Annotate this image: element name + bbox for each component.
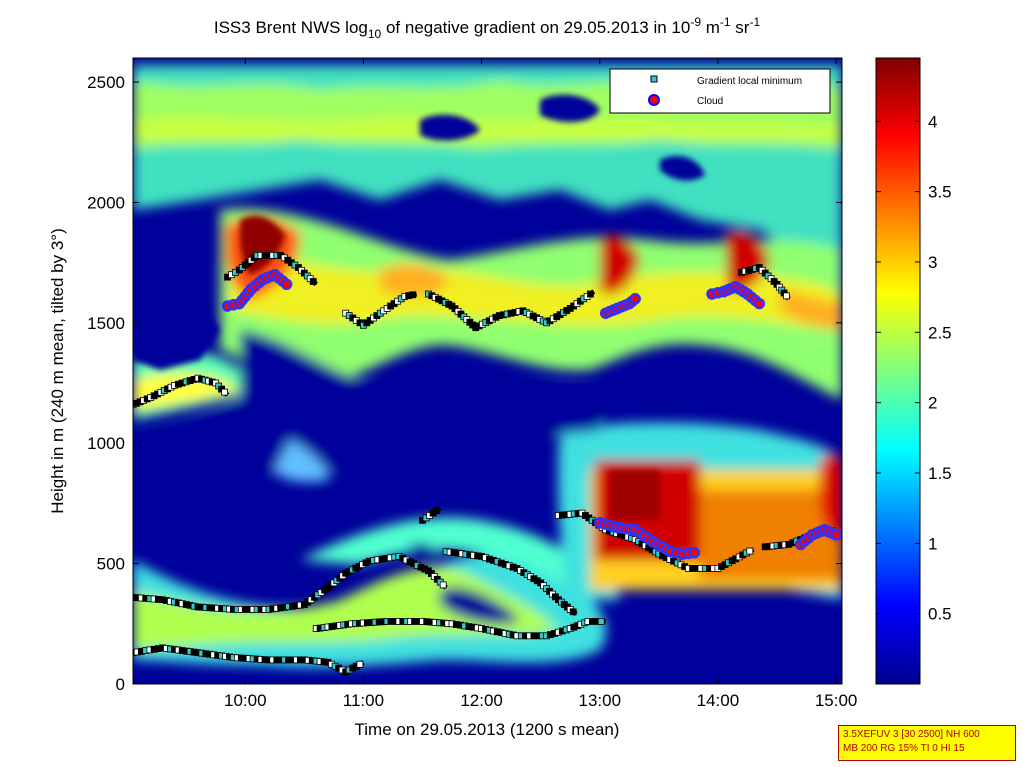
x-tick-label-3: 13:00 bbox=[578, 691, 621, 710]
colorbar-tick-label-0: 0.5 bbox=[928, 605, 952, 624]
cloud-marker bbox=[629, 293, 641, 305]
x-tick-label-2: 12:00 bbox=[460, 691, 503, 710]
y-tick-label-5: 2500 bbox=[87, 73, 125, 92]
chart-title: ISS3 Brent NWS log10 of negative gradien… bbox=[214, 15, 761, 41]
min-marker bbox=[597, 618, 605, 625]
y-tick-label-2: 1000 bbox=[87, 434, 125, 453]
min-marker bbox=[783, 292, 790, 300]
x-tick-label-4: 14:00 bbox=[697, 691, 740, 710]
x-axis: 10:00 11:00 12:00 13:00 14:00 15:00 bbox=[224, 58, 857, 710]
colorbar-tick-label-4: 2.5 bbox=[928, 323, 952, 342]
info-line-1: 3.5XEFUV 3 [30 2500] NH 600 bbox=[843, 729, 980, 740]
x-axis-label: Time on 29.05.2013 (1200 s mean) bbox=[355, 720, 620, 739]
min-marker bbox=[569, 608, 577, 616]
x-tick-label-1: 11:00 bbox=[343, 691, 384, 710]
y-tick-label-0: 0 bbox=[116, 675, 125, 694]
legend: Gradient local minimum Cloud bbox=[609, 68, 831, 114]
y-axis: 0 500 1000 1500 2000 2500 bbox=[87, 73, 842, 694]
min-marker bbox=[746, 547, 754, 555]
x-tick-label-5: 15:00 bbox=[815, 691, 858, 710]
heatmap bbox=[133, 58, 842, 684]
cloud-marker bbox=[830, 528, 842, 541]
legend-label-cloud: Cloud bbox=[697, 96, 723, 107]
cloud-markers bbox=[221, 268, 842, 560]
colorbar-tick-label-7: 4 bbox=[928, 112, 937, 131]
colorbar-tick-label-3: 2 bbox=[928, 394, 937, 413]
cloud-marker bbox=[688, 547, 701, 559]
x-tick-label-0: 10:00 bbox=[224, 691, 267, 710]
y-tick-label-4: 2000 bbox=[87, 193, 125, 212]
plot-frame bbox=[132, 57, 843, 685]
y-tick-label-3: 1500 bbox=[87, 314, 125, 333]
min-marker bbox=[433, 507, 441, 515]
colorbar-tick-label-1: 1 bbox=[928, 534, 937, 553]
cloud-marker bbox=[753, 297, 766, 310]
gradient-minimum-markers bbox=[133, 251, 837, 676]
y-tick-label-1: 500 bbox=[97, 555, 125, 574]
colorbar-tick-label-5: 3 bbox=[928, 253, 937, 272]
legend-circle-marker bbox=[648, 94, 660, 106]
info-line-2: MB 200 RG 15% TI 0 HI 15 bbox=[843, 743, 965, 754]
colorbar bbox=[875, 57, 921, 685]
min-marker bbox=[439, 581, 447, 589]
min-marker bbox=[587, 290, 594, 298]
y-axis-label: Height in m (240 m mean, tilted by 3°) bbox=[48, 228, 67, 514]
info-box: 3.5XEFUV 3 [30 2500] NH 600 MB 200 RG 15… bbox=[838, 725, 1016, 761]
min-marker bbox=[356, 660, 364, 668]
colorbar-ticks: 0.5 1 1.5 2 2.5 3 3.5 4 bbox=[876, 112, 952, 624]
cloud-marker bbox=[280, 278, 293, 291]
colorbar-tick-label-6: 3.5 bbox=[928, 183, 952, 202]
min-marker bbox=[309, 278, 317, 285]
min-marker bbox=[409, 291, 417, 299]
legend-square-marker bbox=[650, 75, 658, 83]
colorbar-tick-label-2: 1.5 bbox=[928, 464, 952, 483]
legend-label-gradient-minimum: Gradient local minimum bbox=[697, 76, 802, 87]
min-marker bbox=[221, 388, 229, 396]
